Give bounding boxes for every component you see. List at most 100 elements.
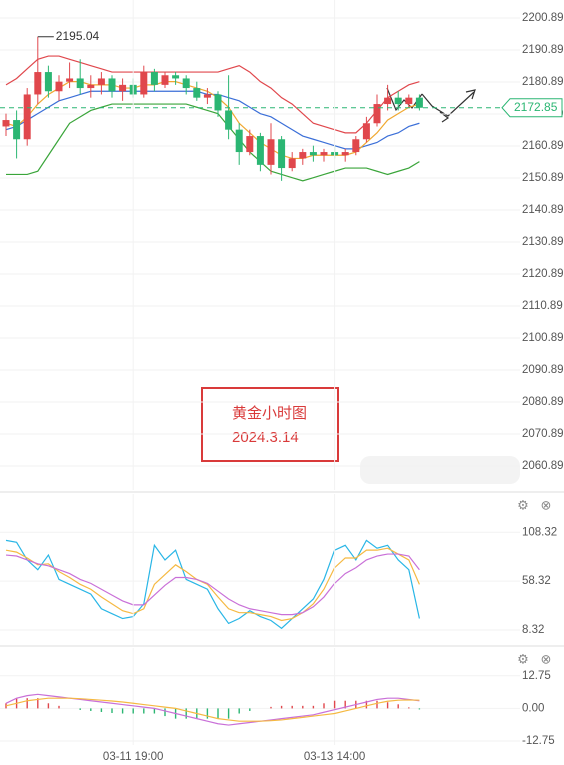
histogram-bar — [58, 705, 60, 709]
y-tick-label: -12.75 — [522, 735, 555, 747]
y-tick-label: 2060.89 — [522, 460, 564, 472]
y-tick-label: 58.32 — [522, 575, 551, 587]
close-icon[interactable]: ⊗ — [541, 497, 552, 512]
histogram-bar — [249, 708, 251, 711]
histogram-bar — [312, 705, 315, 709]
candle-body — [87, 84, 95, 89]
candle-body — [108, 78, 116, 92]
histogram-bar — [323, 703, 325, 709]
watermark — [360, 456, 520, 484]
histogram-bar — [132, 708, 134, 714]
indicator-line — [5, 553, 420, 616]
candle-body — [256, 136, 264, 165]
histogram-bar — [47, 703, 50, 709]
candle-body — [320, 152, 328, 156]
candle-body — [373, 104, 381, 124]
candle-body — [182, 78, 190, 89]
indicator-line — [5, 539, 420, 630]
candle-body — [172, 75, 180, 79]
histogram-bar — [227, 708, 230, 719]
y-tick-label: 2120.89 — [522, 268, 564, 280]
histogram-bar — [90, 708, 92, 711]
histogram-bar — [418, 708, 421, 710]
arrow-head — [465, 89, 476, 100]
indicator-line — [5, 55, 420, 134]
histogram-bar — [164, 708, 166, 717]
histogram-bar — [280, 705, 283, 709]
candle-body — [119, 84, 127, 92]
candle-body — [384, 97, 392, 105]
hand-arrows — [386, 87, 476, 123]
histogram-bar — [100, 708, 103, 712]
y-tick-label: 108.32 — [522, 526, 557, 538]
candle-body — [2, 120, 10, 127]
histogram-bar — [333, 700, 336, 709]
candle-body — [362, 123, 370, 140]
candle-body — [97, 78, 105, 85]
indicator-line — [5, 81, 420, 160]
annotation-box — [201, 387, 339, 462]
candle-body — [394, 97, 402, 105]
histogram-bar — [238, 708, 240, 714]
histogram-bar — [365, 700, 368, 709]
y-tick-label: 2080.89 — [522, 396, 564, 408]
candle-body — [225, 110, 233, 130]
candle-body — [288, 158, 296, 169]
annotation-title: 黄金小时图 — [232, 405, 307, 422]
histogram-bar — [26, 698, 28, 709]
candle-body — [267, 139, 275, 165]
candle-body — [415, 97, 423, 108]
candle-body — [246, 136, 254, 153]
settings-icon[interactable]: ⚙ — [517, 497, 529, 512]
histogram-bar — [344, 700, 346, 709]
histogram-bar — [270, 706, 272, 709]
settings-icon[interactable]: ⚙ — [517, 651, 529, 666]
y-tick-label: 2100.89 — [522, 332, 564, 344]
last-price-tag — [501, 98, 563, 118]
candle-body — [203, 94, 211, 98]
panel-controls: ⚙ ⊗ ⚙ ⊗ — [517, 497, 551, 666]
candle-body — [214, 94, 222, 111]
candle-body — [150, 72, 158, 85]
candle-body — [44, 72, 52, 92]
histogram-bar — [185, 708, 187, 719]
last-price-label: 2172.85 — [514, 100, 558, 114]
histogram-bar — [37, 698, 39, 709]
histogram-bar — [143, 708, 145, 714]
x-tick-label: 03-11 19:00 — [103, 751, 164, 763]
y-tick-label: 2110.89 — [522, 300, 563, 312]
histogram-bar — [217, 708, 219, 719]
y-tick-label: 2180.89 — [522, 76, 564, 88]
y-tick-label: 8.32 — [522, 624, 544, 636]
candle-body — [278, 139, 286, 169]
y-tick-label: 2140.89 — [522, 204, 564, 216]
histogram-bar — [408, 707, 410, 709]
candle-body — [405, 97, 413, 105]
y-tick-label: 2130.89 — [522, 236, 564, 248]
candle-body — [23, 94, 31, 140]
y-tick-label: 2090.89 — [522, 364, 564, 376]
x-tick-label: 03-13 14:00 — [304, 751, 365, 763]
candle-body — [140, 72, 148, 95]
indicator-line — [5, 697, 420, 722]
candle-body — [34, 72, 42, 95]
max-label: 2195.04 — [56, 29, 100, 43]
y-tick-label: 12.75 — [522, 670, 551, 682]
candle-body — [13, 120, 21, 140]
y-tick-label: 2200.89 — [522, 12, 564, 24]
arrow-sketch — [386, 87, 423, 112]
y-tick-label: 2070.89 — [522, 428, 564, 440]
histogram-bar — [302, 705, 304, 709]
histogram-bar — [386, 702, 389, 709]
arrow-sketch — [421, 91, 475, 117]
candle-body — [193, 88, 201, 98]
close-icon[interactable]: ⊗ — [541, 651, 552, 666]
candle-body — [235, 129, 243, 153]
candle-body — [309, 152, 317, 156]
candle-body — [76, 78, 84, 89]
candle-body — [66, 78, 74, 82]
histogram-bar — [121, 708, 124, 714]
y-tick-label: 2160.89 — [522, 140, 564, 152]
